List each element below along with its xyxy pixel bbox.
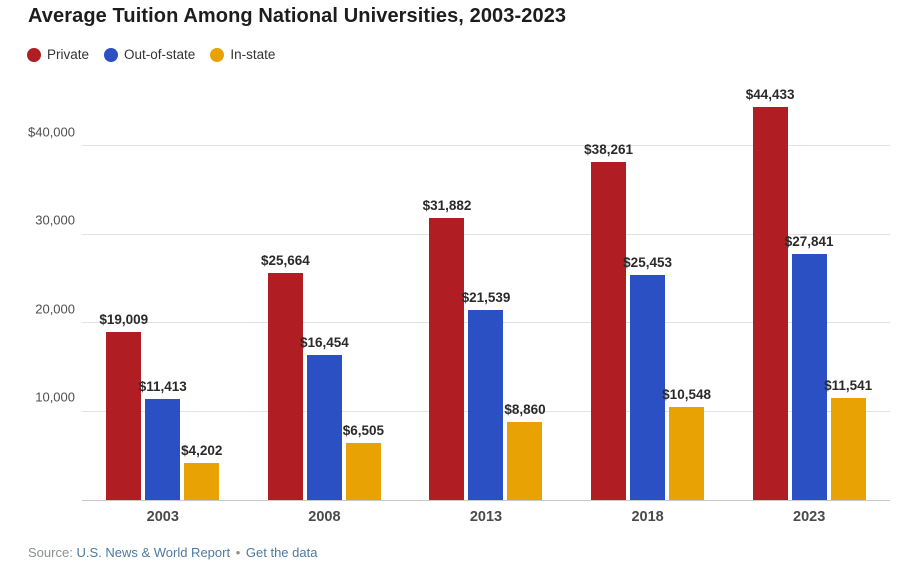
bar-private-2018[interactable]: $38,261 <box>584 142 633 500</box>
y-axis: $40,000 30,000 20,000 10,000 <box>18 58 75 501</box>
legend-item-in-state[interactable]: In-state <box>210 47 275 62</box>
bar-private-2013[interactable]: $31,882 <box>423 198 471 500</box>
get-the-data-link[interactable]: Get the data <box>245 545 318 560</box>
legend-item-private[interactable]: Private <box>27 47 89 62</box>
legend-label: Private <box>47 47 90 62</box>
bar-in-state-2003[interactable]: $4,202 <box>181 443 222 500</box>
bar-value-label: $8,860 <box>504 401 546 417</box>
y-tick-label: 20,000 <box>35 301 75 317</box>
legend-label: In-state <box>230 47 276 62</box>
x-tick-label-2008: 2008 <box>308 509 341 525</box>
y-tick-label: 10,000 <box>35 389 75 405</box>
bar-value-label: $10,548 <box>662 386 711 402</box>
bar-value-label: $38,261 <box>584 141 633 157</box>
bar-private-2023[interactable]: $44,433 <box>746 87 795 500</box>
bar-value-label: $11,541 <box>824 377 873 393</box>
bar-value-label: $25,453 <box>623 255 672 270</box>
bar-value-label: $27,841 <box>784 233 834 249</box>
bar-in-state-2013[interactable]: $8,860 <box>504 402 546 500</box>
bar-value-label: $21,539 <box>461 289 511 305</box>
source-prefix: Source: <box>28 545 73 560</box>
legend-label: Out-of-state <box>124 47 196 62</box>
legend-color-dot <box>104 47 119 62</box>
chart-title: Average Tuition Among National Universit… <box>28 5 567 27</box>
separator-dot: • <box>235 545 241 560</box>
gridline <box>82 145 890 147</box>
bar-in-state-2018[interactable]: $10,548 <box>662 387 711 500</box>
bar-out-of-state-2008[interactable]: $16,454 <box>300 335 349 500</box>
bar-private-2003[interactable]: $19,009 <box>99 312 148 500</box>
bar-value-label: $31,882 <box>422 198 472 214</box>
bar-value-label: $4,202 <box>181 442 223 458</box>
y-tick-label: 30,000 <box>35 212 75 228</box>
bar-out-of-state-2003[interactable]: $11,413 <box>139 379 187 500</box>
bar-groups: $19,009 $11,413 $4,202 2003 $25,664 $16,454 $6… <box>82 58 890 525</box>
bar-out-of-state-2018[interactable]: $25,453 <box>623 255 672 500</box>
bar-out-of-state-2023[interactable]: $27,841 <box>785 234 834 500</box>
bar-in-state-2008[interactable]: $6,505 <box>343 423 384 500</box>
bar-group-2023: $44,433 $27,841 $11,541 2023 <box>728 58 890 525</box>
legend-color-dot <box>210 47 225 62</box>
x-tick-label-2023: 2023 <box>793 509 826 525</box>
source-link[interactable]: U.S. News & World Report <box>76 545 231 560</box>
bar-private-2008[interactable]: $25,664 <box>261 253 310 500</box>
bar-value-label: $16,454 <box>299 334 349 350</box>
x-tick-label-2003: 2003 <box>146 509 179 525</box>
legend: Private Out-of-state In-state <box>27 47 275 62</box>
x-tick-label-2013: 2013 <box>469 509 503 525</box>
legend-color-dot <box>27 47 41 62</box>
bar-value-label: $25,664 <box>260 253 310 269</box>
y-tick-label: $40,000 <box>28 124 75 140</box>
plot-area: $19,009 $11,413 $4,202 2003 $25,664 $16,454 $6… <box>82 58 890 525</box>
bar-value-label: $6,505 <box>342 422 385 438</box>
bar-group-2018: $38,261 $25,453 $10,548 2018 <box>567 58 729 525</box>
bar-group-2003: $19,009 $11,413 $4,202 2003 <box>82 58 244 525</box>
bar-value-label: $11,413 <box>138 379 187 395</box>
bar-value-label: $19,009 <box>99 311 149 327</box>
bar-value-label: $44,433 <box>745 87 795 103</box>
gridline <box>82 233 890 235</box>
source-line: Source: U.S. News & World Report • Get t… <box>28 545 317 560</box>
legend-item-out-of-state[interactable]: Out-of-state <box>104 47 195 62</box>
bar-group-2013: $31,882 $21,539 $8,860 2013 <box>405 58 567 525</box>
bar-in-state-2023[interactable]: $11,541 <box>824 378 872 500</box>
x-tick-label-2018: 2018 <box>631 509 664 525</box>
bar-out-of-state-2013[interactable]: $21,539 <box>462 290 510 500</box>
bar-group-2008: $25,664 $16,454 $6,505 2008 <box>244 58 406 525</box>
